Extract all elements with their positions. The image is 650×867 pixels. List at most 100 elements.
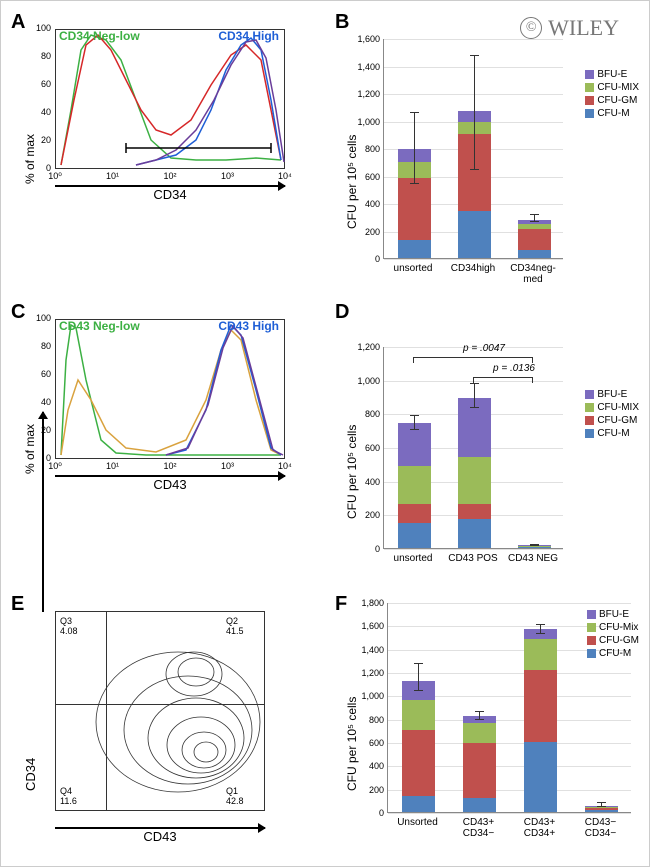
- bar-group: [518, 38, 551, 258]
- ytick: 20: [31, 425, 51, 435]
- category-label: unsorted: [383, 263, 443, 274]
- panel-c: C % of max CD43 Neg-low CD43 High 020406…: [9, 299, 309, 489]
- legend-text: CFU-M: [597, 108, 629, 119]
- error-bar: [414, 112, 415, 184]
- panel-c-histogram: [56, 320, 286, 460]
- panel-e-ylabel: CD34: [23, 758, 38, 791]
- ytick: 400: [354, 477, 380, 487]
- bar-segment: [458, 504, 491, 519]
- quad-label: Q241.5: [226, 616, 244, 636]
- panel-c-xlabel: CD43: [55, 477, 285, 489]
- ytick: 1,600: [358, 621, 384, 631]
- legend-item: CFU-GM: [585, 95, 639, 106]
- bar-group: [524, 602, 558, 812]
- category-label: CD43 NEG: [503, 553, 563, 564]
- ytick: 1,000: [358, 691, 384, 701]
- legend-item: BFU-E: [585, 69, 639, 80]
- ytick: 0: [358, 808, 384, 818]
- ytick: 400: [354, 199, 380, 209]
- xtick: 10²: [160, 461, 180, 471]
- ytick: 1,000: [354, 117, 380, 127]
- panel-a-histogram: [56, 30, 286, 170]
- error-bar: [534, 214, 535, 222]
- bar-segment: [398, 178, 431, 240]
- legend-text: CFU-Mix: [599, 622, 638, 633]
- bar-segment: [402, 796, 436, 812]
- bar-segment: [398, 240, 431, 258]
- bar-segment: [518, 224, 551, 230]
- panel-d-label: D: [335, 301, 349, 324]
- bar-segment: [458, 519, 491, 548]
- panel-c-label: C: [11, 301, 25, 324]
- legend-text: CFU-GM: [597, 95, 637, 106]
- panel-b-legend: BFU-ECFU-MIXCFU-GMCFU-M: [585, 69, 639, 121]
- bar-group: [518, 346, 551, 548]
- legend-text: CFU-GM: [599, 635, 639, 646]
- panel-e-contour: [56, 612, 266, 812]
- legend-swatch: [585, 70, 594, 79]
- ytick: 40: [31, 107, 51, 117]
- ytick: 400: [358, 761, 384, 771]
- xtick: 10⁴: [275, 461, 295, 471]
- legend-swatch: [585, 416, 594, 425]
- legend-text: BFU-E: [597, 69, 627, 80]
- legend-swatch: [585, 96, 594, 105]
- panel-a: A % of max CD34 Neg-low CD34 High 020406…: [9, 9, 309, 199]
- bar-segment: [458, 211, 491, 258]
- legend-swatch: [585, 429, 594, 438]
- legend-swatch: [587, 649, 596, 658]
- panel-a-xlabel: CD34: [55, 187, 285, 199]
- bar-segment: [518, 546, 551, 547]
- quad-label: Q34.08: [60, 616, 78, 636]
- quad-label: Q142.8: [226, 786, 244, 806]
- bar-segment: [458, 457, 491, 504]
- legend-swatch: [585, 109, 594, 118]
- panel-a-plot: [55, 29, 285, 169]
- panel-e-quadline-h: [56, 704, 264, 705]
- ytick: 200: [354, 510, 380, 520]
- ytick: 600: [358, 738, 384, 748]
- panel-d-ylabel: CFU per 10⁵ cells: [345, 425, 359, 519]
- ytick: 1,800: [358, 598, 384, 608]
- error-bar: [601, 802, 602, 808]
- error-bar: [474, 55, 475, 171]
- bar-segment: [524, 742, 558, 812]
- error-bar: [414, 415, 415, 430]
- bar-segment: [398, 504, 431, 523]
- bar-segment: [585, 808, 619, 810]
- quad-label: Q411.6: [60, 786, 77, 806]
- legend-item: CFU-M: [585, 428, 639, 439]
- bar-group: [458, 38, 491, 258]
- bar-group: [398, 38, 431, 258]
- ytick: 600: [354, 443, 380, 453]
- xtick: 10³: [218, 171, 238, 181]
- error-bar: [474, 383, 475, 408]
- bar-segment: [524, 670, 558, 742]
- bar-segment: [402, 730, 436, 795]
- panel-e-yarrow: [42, 412, 44, 612]
- bar-segment: [398, 523, 431, 548]
- legend-text: CFU-MIX: [597, 402, 639, 413]
- gridline: [388, 813, 631, 814]
- ytick: 0: [354, 544, 380, 554]
- panel-e: E CD34 Q34.08Q241.5Q411.6Q142.8 CD43: [9, 591, 309, 851]
- ytick: 60: [31, 369, 51, 379]
- panel-a-label: A: [11, 11, 25, 34]
- legend-text: CFU-M: [597, 428, 629, 439]
- ytick: 1,600: [354, 34, 380, 44]
- ytick: 100: [31, 23, 51, 33]
- legend-swatch: [585, 83, 594, 92]
- xtick: 10⁰: [45, 461, 65, 472]
- ytick: 80: [31, 341, 51, 351]
- xtick: 10⁴: [275, 171, 295, 181]
- category-label: unsorted: [383, 553, 443, 564]
- error-bar: [479, 711, 480, 720]
- xtick: 10⁰: [45, 171, 65, 182]
- panel-b-axes: 02004006008001,0001,2001,4001,600: [383, 39, 563, 259]
- bar-segment: [402, 700, 436, 730]
- xtick: 10²: [160, 171, 180, 181]
- ytick: 800: [358, 715, 384, 725]
- xtick: 10³: [218, 461, 238, 471]
- ytick: 200: [358, 785, 384, 795]
- legend-text: CFU-M: [599, 648, 631, 659]
